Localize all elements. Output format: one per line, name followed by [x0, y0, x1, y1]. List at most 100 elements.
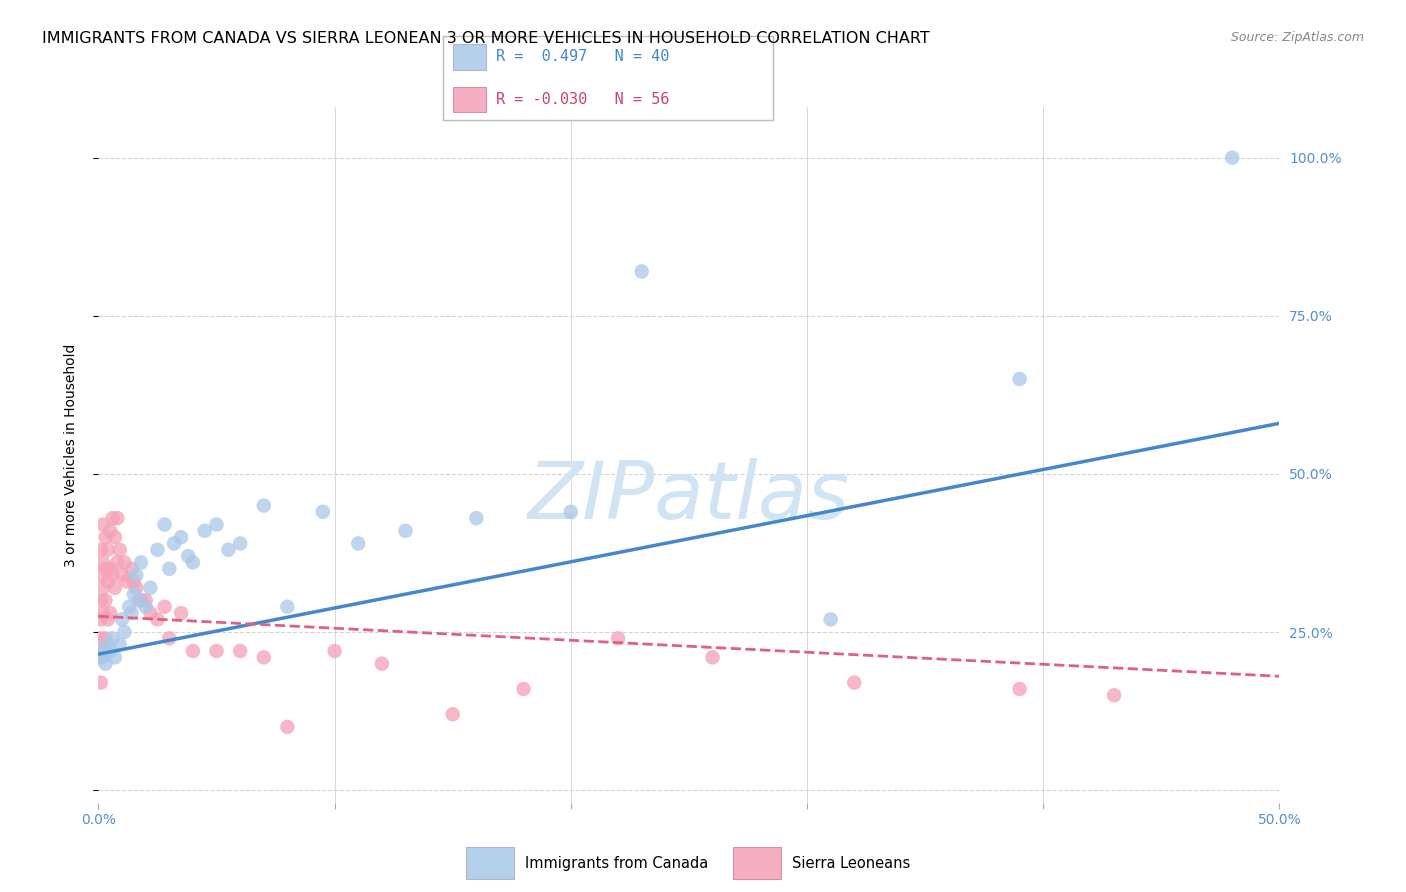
Point: [146, 612, 169, 626]
Text: Immigrants from Canada: Immigrants from Canada: [524, 855, 709, 871]
Point: [129, 593, 152, 607]
Point: [844, 675, 866, 690]
Text: R = -0.030   N = 56: R = -0.030 N = 56: [496, 92, 669, 107]
Point: [112, 556, 135, 570]
Point: [90, 632, 112, 646]
Point: [205, 644, 228, 658]
Point: [97, 542, 120, 557]
Point: [276, 720, 298, 734]
Point: [441, 707, 464, 722]
Point: [121, 562, 143, 576]
Point: [98, 562, 121, 576]
Point: [205, 517, 228, 532]
Point: [91, 517, 114, 532]
Point: [194, 524, 217, 538]
Point: [91, 606, 114, 620]
Point: [125, 568, 148, 582]
Point: [135, 599, 157, 614]
Point: [101, 568, 124, 582]
Point: [98, 606, 121, 620]
Point: [177, 549, 200, 563]
Point: [90, 568, 112, 582]
FancyBboxPatch shape: [733, 847, 782, 879]
FancyBboxPatch shape: [453, 87, 486, 112]
Point: [1102, 688, 1125, 702]
Y-axis label: 3 or more Vehicles in Household: 3 or more Vehicles in Household: [63, 343, 77, 566]
Point: [108, 542, 131, 557]
Point: [105, 556, 128, 570]
Point: [371, 657, 394, 671]
Point: [312, 505, 335, 519]
Point: [105, 511, 128, 525]
Point: [253, 650, 276, 665]
Point: [91, 644, 114, 658]
Point: [122, 587, 145, 601]
Point: [157, 562, 180, 576]
Point: [91, 650, 114, 665]
Point: [1220, 151, 1243, 165]
Point: [90, 593, 112, 607]
Point: [108, 638, 131, 652]
Point: [217, 542, 239, 557]
Point: [90, 644, 112, 658]
Point: [170, 606, 193, 620]
Point: [129, 556, 152, 570]
Point: [820, 612, 842, 626]
FancyBboxPatch shape: [465, 847, 515, 879]
Point: [91, 581, 114, 595]
Point: [97, 612, 120, 626]
Point: [229, 536, 252, 550]
Point: [135, 593, 157, 607]
Point: [91, 556, 114, 570]
Point: [90, 612, 112, 626]
Point: [153, 517, 176, 532]
Point: [90, 542, 112, 557]
Point: [560, 505, 582, 519]
Point: [90, 675, 112, 690]
Point: [94, 530, 117, 544]
Point: [146, 542, 169, 557]
Point: [139, 606, 162, 620]
Point: [163, 536, 186, 550]
Text: Sierra Leoneans: Sierra Leoneans: [792, 855, 910, 871]
Point: [125, 581, 148, 595]
Text: ZIPatlas: ZIPatlas: [527, 458, 851, 536]
Point: [121, 606, 143, 620]
Point: [97, 638, 120, 652]
Point: [112, 625, 135, 640]
Point: [181, 556, 204, 570]
Point: [104, 581, 127, 595]
Point: [101, 632, 124, 646]
Point: [229, 644, 252, 658]
FancyBboxPatch shape: [453, 45, 486, 70]
Point: [170, 530, 193, 544]
Point: [181, 644, 204, 658]
Point: [94, 562, 117, 576]
Point: [122, 574, 145, 589]
Point: [702, 650, 724, 665]
Point: [104, 650, 127, 665]
Point: [118, 599, 141, 614]
Point: [157, 632, 180, 646]
Text: IMMIGRANTS FROM CANADA VS SIERRA LEONEAN 3 OR MORE VEHICLES IN HOUSEHOLD CORRELA: IMMIGRANTS FROM CANADA VS SIERRA LEONEAN…: [42, 31, 929, 46]
Point: [97, 574, 120, 589]
Point: [94, 657, 117, 671]
Point: [115, 574, 138, 589]
Point: [347, 536, 370, 550]
Point: [1008, 681, 1031, 696]
Point: [630, 264, 652, 278]
Point: [98, 644, 121, 658]
Point: [111, 568, 134, 582]
Point: [90, 650, 112, 665]
Point: [153, 599, 176, 614]
Text: Source: ZipAtlas.com: Source: ZipAtlas.com: [1230, 31, 1364, 45]
Point: [139, 581, 162, 595]
Point: [94, 632, 117, 646]
Point: [104, 530, 127, 544]
Point: [512, 681, 534, 696]
Point: [607, 632, 630, 646]
Point: [101, 511, 124, 525]
Point: [1008, 372, 1031, 386]
Point: [94, 593, 117, 607]
Text: R =  0.497   N = 40: R = 0.497 N = 40: [496, 49, 669, 64]
